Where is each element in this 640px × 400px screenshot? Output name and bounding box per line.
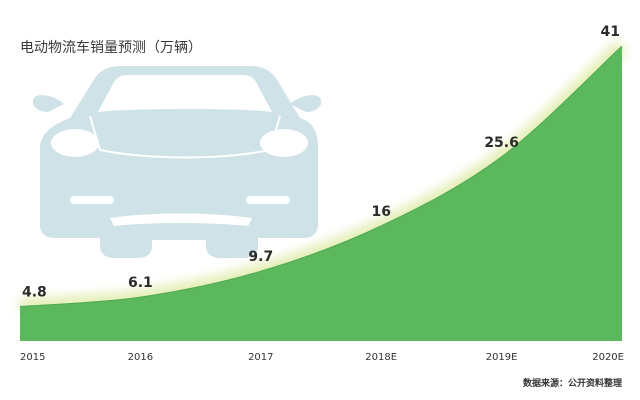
car-grille (110, 213, 252, 226)
area-fill (20, 46, 622, 341)
car-lower-vent-right (246, 196, 290, 204)
car-hood-line (89, 115, 281, 159)
value-label-2019e: 25.6 (484, 135, 519, 151)
x-axis: 2015 2016 2017 2018E 2019E 2020E (20, 352, 624, 363)
value-label-2015: 4.8 (22, 284, 47, 300)
car-left-headlight (51, 129, 99, 157)
value-label-2016: 6.1 (128, 275, 153, 291)
source-note: 数据来源：公开资料整理 (523, 377, 622, 389)
car-illustration (32, 66, 322, 258)
car-body (40, 66, 318, 258)
car-lower-vent (70, 196, 114, 204)
area-series (19, 40, 628, 341)
car-right-headlight (260, 129, 308, 157)
x-tick-2020e: 2020E (592, 352, 624, 363)
car-windshield (98, 75, 272, 112)
x-tick-2019e: 2019E (486, 352, 518, 363)
area-line (19, 45, 623, 307)
x-tick-2016: 2016 (128, 352, 153, 363)
value-label-2018e: 16 (371, 204, 390, 220)
car-left-mirror (32, 95, 64, 112)
chart-title: 电动物流车销量预测（万辆） (20, 39, 202, 56)
x-tick-2015: 2015 (20, 352, 45, 363)
x-tick-2017: 2017 (248, 352, 273, 363)
value-labels: 4.8 6.1 9.7 16 25.6 41 (22, 24, 620, 300)
value-label-2020e: 41 (601, 24, 620, 40)
value-label-2017: 9.7 (248, 249, 273, 265)
car-right-mirror (290, 95, 322, 112)
x-tick-2018e: 2018E (365, 352, 397, 363)
